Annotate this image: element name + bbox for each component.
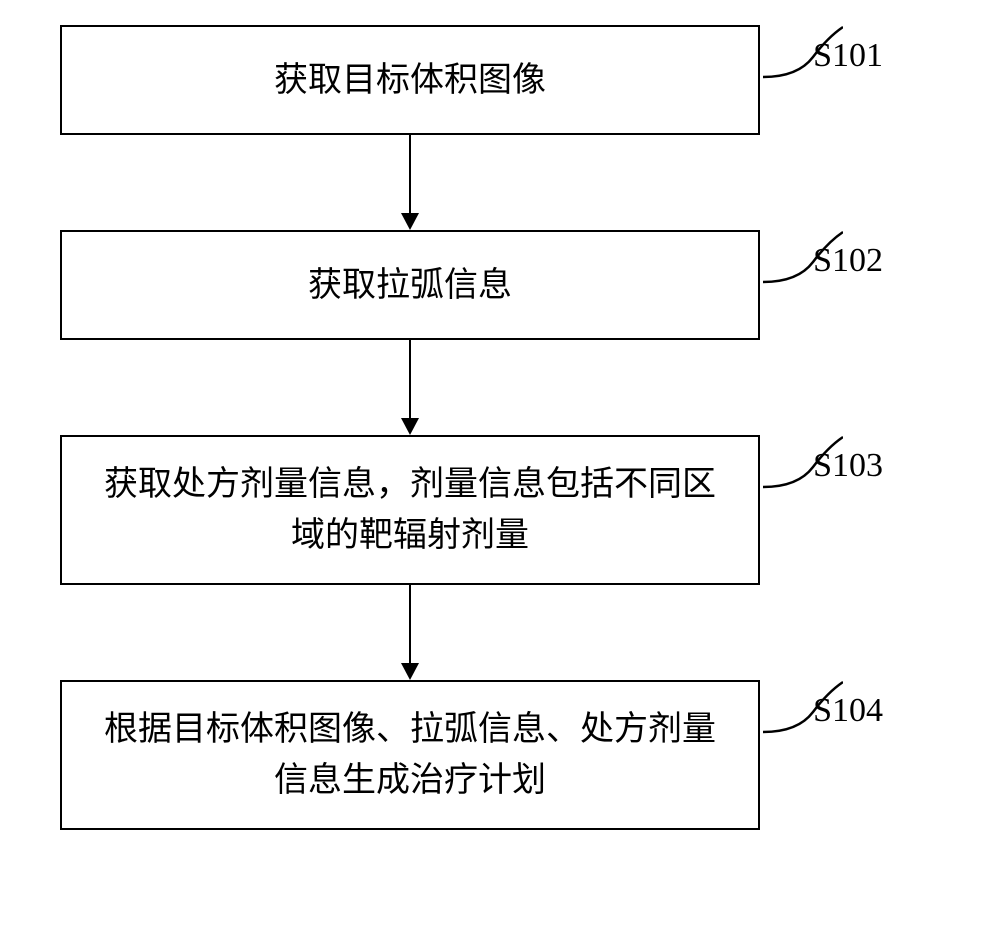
step-label-2: S102 xyxy=(813,242,883,280)
step-box-3: 获取处方剂量信息，剂量信息包括不同区域的靶辐射剂量 S103 xyxy=(60,435,760,585)
arrow-2 xyxy=(60,340,760,435)
flowchart-container: 获取目标体积图像 S101 获取拉弧信息 S102 获取处方剂量信息，剂量信息包… xyxy=(60,25,940,830)
arrow-3 xyxy=(60,585,760,680)
step-text-1: 获取目标体积图像 xyxy=(274,55,546,106)
arrow-down-icon xyxy=(395,135,425,230)
step-label-1: S101 xyxy=(813,37,883,75)
arrow-down-icon xyxy=(395,340,425,435)
step-text-4: 根据目标体积图像、拉弧信息、处方剂量信息生成治疗计划 xyxy=(92,704,728,806)
step-text-3: 获取处方剂量信息，剂量信息包括不同区域的靶辐射剂量 xyxy=(92,459,728,561)
step-label-3: S103 xyxy=(813,447,883,485)
step-label-4: S104 xyxy=(813,692,883,730)
arrow-down-icon xyxy=(395,585,425,680)
step-box-2: 获取拉弧信息 S102 xyxy=(60,230,760,340)
step-text-2: 获取拉弧信息 xyxy=(308,260,512,311)
arrow-1 xyxy=(60,135,760,230)
step-box-1: 获取目标体积图像 S101 xyxy=(60,25,760,135)
step-box-4: 根据目标体积图像、拉弧信息、处方剂量信息生成治疗计划 S104 xyxy=(60,680,760,830)
